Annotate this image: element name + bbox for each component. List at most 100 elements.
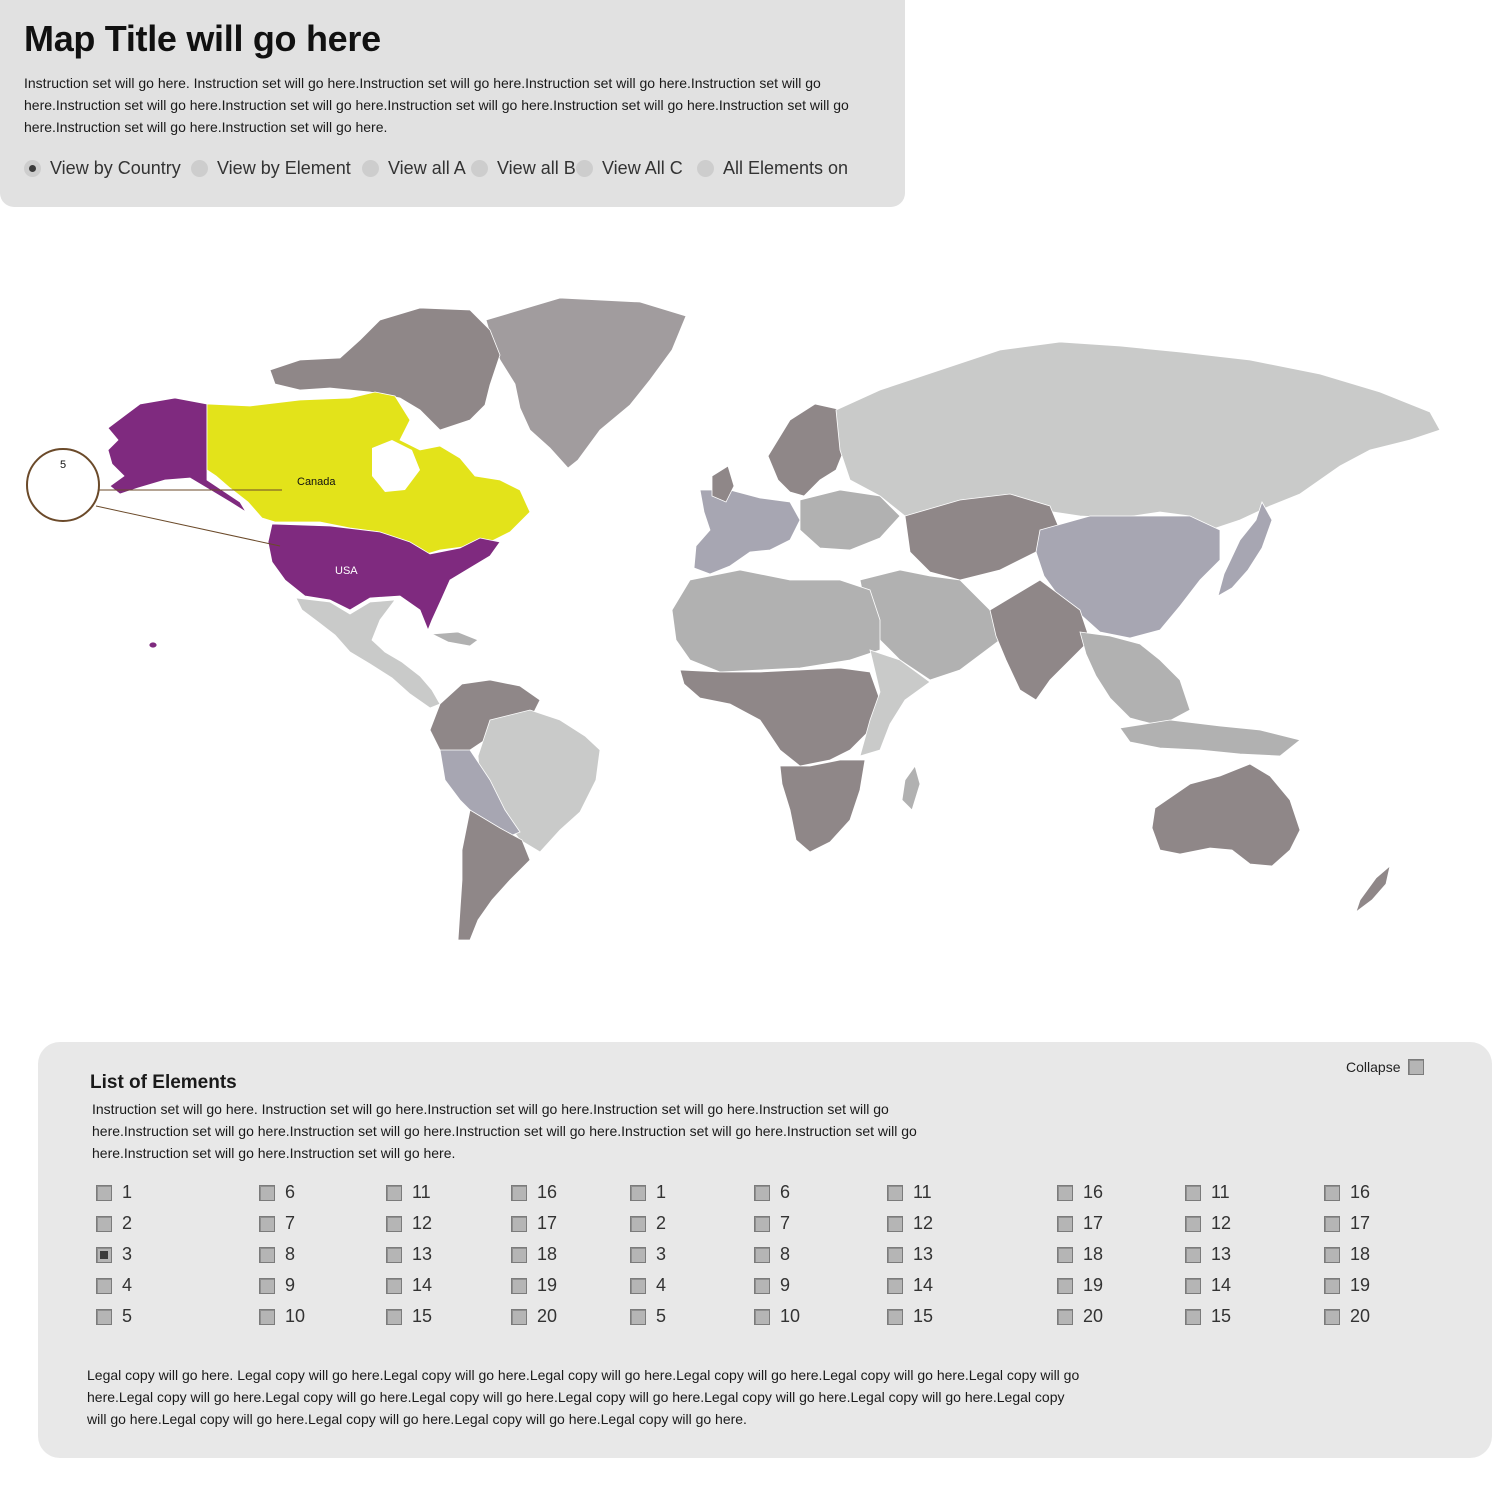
element-checkbox[interactable]	[754, 1184, 770, 1201]
element-checkbox[interactable]	[259, 1277, 275, 1294]
element-checkbox[interactable]	[1324, 1246, 1340, 1263]
view-by-element-option[interactable]: View by Element	[191, 158, 351, 179]
element-checkbox-item[interactable]: 4	[630, 1275, 666, 1296]
element-checkbox-item[interactable]: 20	[511, 1306, 557, 1327]
radio-button[interactable]	[362, 160, 379, 177]
region-australia[interactable]	[1151, 763, 1301, 867]
element-checkbox[interactable]	[259, 1184, 275, 1201]
region-mexico[interactable]	[295, 597, 441, 709]
element-checkbox[interactable]	[386, 1215, 402, 1232]
element-checkbox-item[interactable]: 20	[1057, 1306, 1103, 1327]
region-central-africa[interactable]	[679, 667, 881, 767]
element-checkbox-item[interactable]: 10	[754, 1306, 800, 1327]
region-western-europe[interactable]	[693, 489, 801, 575]
element-checkbox-item[interactable]: 10	[259, 1306, 305, 1327]
element-checkbox-item[interactable]: 3	[96, 1244, 132, 1265]
element-checkbox[interactable]	[754, 1277, 770, 1294]
element-checkbox-item[interactable]: 8	[754, 1244, 790, 1265]
element-checkbox-item[interactable]: 7	[259, 1213, 295, 1234]
element-checkbox-item[interactable]: 12	[887, 1213, 933, 1234]
element-checkbox[interactable]	[887, 1246, 903, 1263]
element-checkbox[interactable]	[754, 1246, 770, 1263]
element-checkbox[interactable]	[1185, 1308, 1201, 1325]
element-checkbox[interactable]	[511, 1277, 527, 1294]
element-checkbox[interactable]	[511, 1184, 527, 1201]
element-checkbox[interactable]	[1324, 1277, 1340, 1294]
region-usa[interactable]	[267, 523, 501, 632]
element-checkbox[interactable]	[511, 1246, 527, 1263]
region-russia[interactable]	[835, 341, 1441, 531]
element-checkbox-item[interactable]: 6	[259, 1182, 295, 1203]
region-eastern-europe[interactable]	[799, 489, 901, 551]
element-checkbox[interactable]	[1185, 1215, 1201, 1232]
element-checkbox[interactable]	[630, 1215, 646, 1232]
element-checkbox[interactable]	[887, 1308, 903, 1325]
element-checkbox-item[interactable]: 1	[630, 1182, 666, 1203]
element-checkbox[interactable]	[754, 1308, 770, 1325]
element-checkbox-item[interactable]: 5	[630, 1306, 666, 1327]
collapse-checkbox[interactable]	[1408, 1059, 1425, 1075]
element-checkbox[interactable]	[96, 1215, 112, 1232]
element-checkbox-item[interactable]: 1	[96, 1182, 132, 1203]
element-checkbox[interactable]	[887, 1184, 903, 1201]
view-all-b-option[interactable]: View all B	[471, 158, 576, 179]
element-checkbox-item[interactable]: 16	[1324, 1182, 1370, 1203]
element-checkbox-item[interactable]: 11	[887, 1182, 932, 1203]
element-checkbox-item[interactable]: 13	[386, 1244, 432, 1265]
region-greenland[interactable]	[485, 297, 687, 469]
element-checkbox[interactable]	[259, 1308, 275, 1325]
region-southern-cone[interactable]	[457, 809, 531, 941]
element-checkbox[interactable]	[630, 1184, 646, 1201]
element-checkbox-item[interactable]: 13	[887, 1244, 933, 1265]
element-checkbox[interactable]	[630, 1277, 646, 1294]
element-checkbox-item[interactable]: 2	[96, 1213, 132, 1234]
element-checkbox[interactable]	[887, 1277, 903, 1294]
radio-button[interactable]	[191, 160, 208, 177]
element-checkbox[interactable]	[386, 1308, 402, 1325]
element-checkbox[interactable]	[1324, 1215, 1340, 1232]
element-checkbox[interactable]	[96, 1184, 112, 1201]
region-hawaii[interactable]	[148, 641, 158, 649]
element-checkbox-item[interactable]: 17	[511, 1213, 557, 1234]
element-checkbox[interactable]	[1057, 1215, 1073, 1232]
element-checkbox-item[interactable]: 13	[1185, 1244, 1231, 1265]
element-checkbox[interactable]	[511, 1308, 527, 1325]
element-checkbox-item[interactable]: 3	[630, 1244, 666, 1265]
region-uk[interactable]	[711, 465, 735, 503]
radio-button[interactable]	[697, 160, 714, 177]
element-checkbox-item[interactable]: 14	[386, 1275, 432, 1296]
element-checkbox-item[interactable]: 17	[1324, 1213, 1370, 1234]
element-checkbox[interactable]	[96, 1246, 112, 1263]
region-southeast-asia[interactable]	[1079, 631, 1191, 727]
view-all-a-option[interactable]: View all A	[362, 158, 466, 179]
radio-button[interactable]	[576, 160, 593, 177]
element-checkbox-item[interactable]: 9	[259, 1275, 295, 1296]
radio-button[interactable]	[24, 160, 41, 177]
element-checkbox-item[interactable]: 16	[1057, 1182, 1103, 1203]
element-checkbox-item[interactable]: 4	[96, 1275, 132, 1296]
element-checkbox[interactable]	[96, 1308, 112, 1325]
element-checkbox[interactable]	[386, 1246, 402, 1263]
element-checkbox[interactable]	[259, 1246, 275, 1263]
element-checkbox-item[interactable]: 19	[1057, 1275, 1103, 1296]
region-arctic-islands[interactable]	[269, 307, 501, 431]
element-checkbox[interactable]	[386, 1184, 402, 1201]
element-checkbox[interactable]	[630, 1308, 646, 1325]
element-checkbox[interactable]	[1185, 1277, 1201, 1294]
element-checkbox-item[interactable]: 15	[1185, 1306, 1231, 1327]
element-checkbox[interactable]	[259, 1215, 275, 1232]
callout-circle[interactable]	[26, 448, 100, 522]
region-southern-africa[interactable]	[779, 759, 866, 853]
all-elements-on-option[interactable]: All Elements on	[697, 158, 848, 179]
element-checkbox[interactable]	[511, 1215, 527, 1232]
element-checkbox[interactable]	[630, 1246, 646, 1263]
region-scandinavia[interactable]	[767, 403, 849, 497]
region-north-africa[interactable]	[671, 569, 881, 673]
element-checkbox[interactable]	[1057, 1308, 1073, 1325]
element-checkbox-item[interactable]: 14	[887, 1275, 933, 1296]
region-indonesia[interactable]	[1119, 719, 1301, 757]
element-checkbox-item[interactable]: 9	[754, 1275, 790, 1296]
region-india[interactable]	[989, 579, 1091, 701]
element-checkbox[interactable]	[1324, 1184, 1340, 1201]
region-new-zealand[interactable]	[1355, 864, 1391, 914]
